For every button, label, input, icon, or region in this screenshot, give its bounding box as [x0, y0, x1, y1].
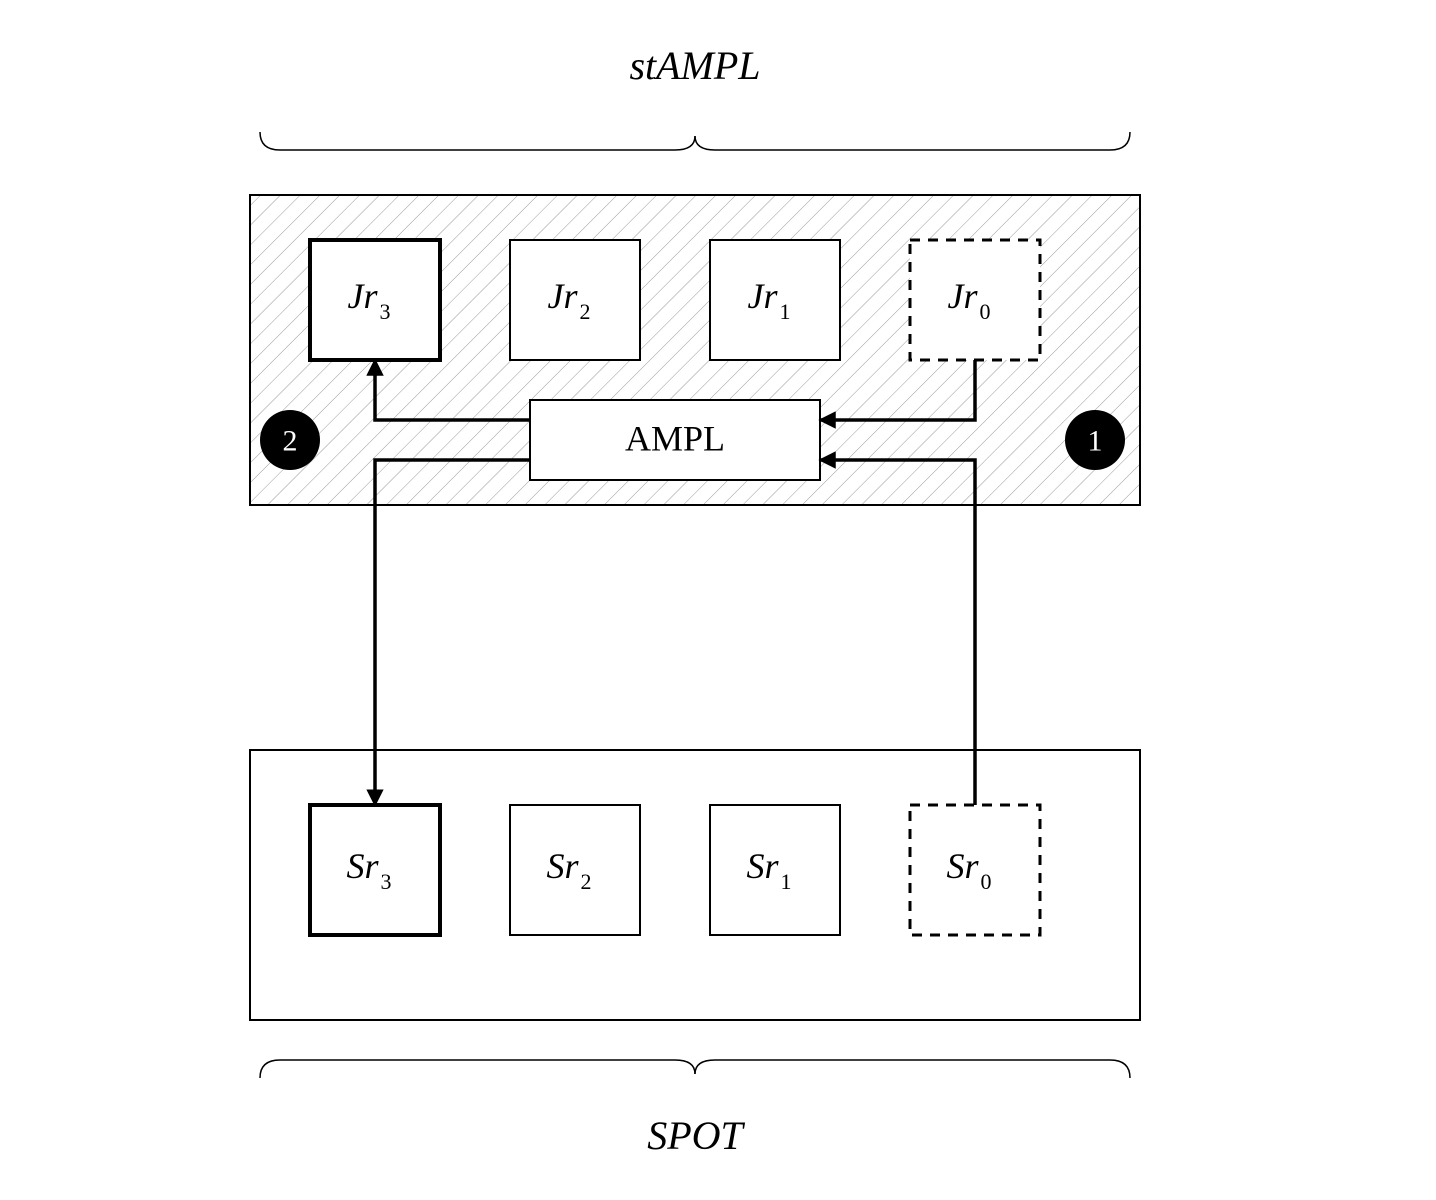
bottom-brace-left: [260, 1060, 695, 1078]
arrow-3: [375, 460, 530, 805]
center-box-label: AMPL: [625, 418, 725, 458]
top-brace-label: stAMPL: [629, 43, 760, 88]
arrow-2: [820, 460, 975, 805]
bottom-brace-right: [695, 1060, 1130, 1078]
bottom-brace-label: SPOT: [647, 1113, 745, 1158]
badge-1-label: 1: [1088, 425, 1103, 458]
top-brace-right: [695, 132, 1130, 150]
badge-0-label: 2: [283, 425, 298, 458]
top-brace-left: [260, 132, 695, 150]
